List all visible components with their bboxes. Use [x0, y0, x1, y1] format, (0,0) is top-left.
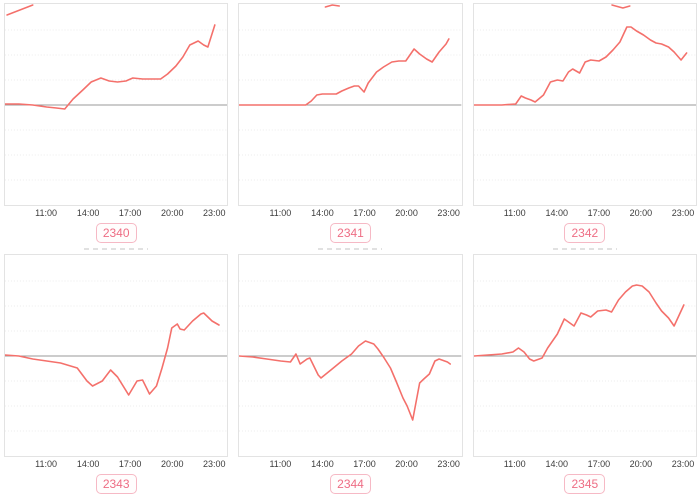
x-axis-tick-label: 14:00 — [311, 459, 334, 469]
chart-cell: 11:00 14:00 17:00 20:00 23:00 2343 — [4, 246, 229, 496]
line-chart — [239, 4, 462, 181]
x-axis-tick-label: 17:00 — [353, 208, 376, 218]
x-axis: 11:00 14:00 17:00 20:00 23:00 — [4, 457, 228, 471]
x-axis-tick-label: 20:00 — [395, 459, 418, 469]
x-axis-tick-label: 17:00 — [587, 208, 611, 218]
x-axis: 11:00 14:00 17:00 20:00 23:00 — [473, 206, 697, 220]
clipped-title-remnant — [4, 248, 228, 254]
x-axis-tick-label: 20:00 — [160, 459, 184, 469]
chart-cell: 11:00 14:00 17:00 20:00 23:00 2341 — [238, 3, 463, 246]
clipped-line-remnant — [324, 4, 341, 8]
chart-panel — [4, 254, 229, 457]
series-line — [473, 26, 688, 106]
clipped-title-remnant — [473, 248, 697, 254]
badge-row: 2342 — [473, 220, 697, 246]
x-axis: 11:00 14:00 17:00 20:00 23:00 — [4, 206, 228, 220]
x-axis-tick-label: 14:00 — [76, 208, 100, 218]
chart-panel — [238, 254, 463, 457]
clipped-title-dashes — [318, 248, 383, 250]
x-axis-tick-label: 20:00 — [395, 208, 418, 218]
clipped-title-dashes — [84, 248, 149, 250]
badge-row: 2340 — [4, 220, 228, 246]
line-chart — [5, 280, 228, 432]
chart-cell: 11:00 14:00 17:00 20:00 23:00 2340 — [4, 3, 229, 246]
chart-id-badge[interactable]: 2345 — [564, 474, 606, 495]
chart-id-badge[interactable]: 2344 — [330, 474, 371, 495]
chart-cell: 11:00 14:00 17:00 20:00 23:00 2345 — [472, 246, 697, 496]
x-axis-tick-label: 23:00 — [671, 208, 695, 218]
badge-row: 2344 — [238, 471, 462, 496]
chart-id-badge[interactable]: 2341 — [330, 223, 371, 244]
chart-grid-row-bottom: 11:00 14:00 17:00 20:00 23:00 2343 11:00 14:0… — [0, 246, 700, 496]
x-axis-tick-label: 14:00 — [545, 208, 569, 218]
x-axis-tick-label: 11:00 — [35, 459, 57, 469]
line-chart — [473, 4, 696, 181]
x-axis-tick-label: 11:00 — [35, 208, 57, 218]
x-axis-tick-label: 20:00 — [629, 459, 653, 469]
x-axis-tick-label: 23:00 — [437, 459, 460, 469]
x-axis-tick-label: 14:00 — [545, 459, 569, 469]
chart-cell: 11:00 14:00 17:00 20:00 23:00 2342 — [472, 3, 697, 246]
chart-panel — [4, 3, 229, 206]
series-line — [239, 38, 450, 106]
x-axis-tick-label: 17:00 — [118, 208, 142, 218]
clipped-line-remnant — [610, 4, 631, 9]
badge-row: 2345 — [473, 471, 697, 496]
x-axis-tick-label: 23:00 — [671, 459, 695, 469]
chart-panel — [238, 3, 463, 206]
x-axis: 11:00 14:00 17:00 20:00 23:00 — [473, 457, 697, 471]
series-line — [473, 284, 685, 362]
x-axis-tick-label: 23:00 — [203, 459, 226, 469]
clipped-title-remnant — [238, 248, 462, 254]
chart-id-badge[interactable]: 2343 — [95, 474, 137, 495]
x-axis-tick-label: 20:00 — [160, 208, 184, 218]
badge-row: 2343 — [4, 471, 228, 496]
clipped-title-dashes — [552, 248, 617, 250]
chart-panel — [472, 254, 697, 457]
chart-cell: 11:00 14:00 17:00 20:00 23:00 2344 — [238, 246, 463, 496]
series-line — [5, 24, 216, 110]
x-axis-tick-label: 14:00 — [311, 208, 334, 218]
x-axis: 11:00 14:00 17:00 20:00 23:00 — [238, 206, 462, 220]
x-axis-tick-label: 17:00 — [353, 459, 376, 469]
x-axis-tick-label: 11:00 — [503, 459, 526, 469]
x-axis: 11:00 14:00 17:00 20:00 23:00 — [238, 457, 462, 471]
badge-row: 2341 — [238, 220, 462, 246]
x-axis-tick-label: 17:00 — [587, 459, 611, 469]
x-axis-tick-label: 14:00 — [76, 459, 100, 469]
x-axis-tick-label: 23:00 — [203, 208, 226, 218]
clipped-line-remnant — [6, 4, 34, 16]
chart-panel — [472, 3, 697, 206]
chart-id-badge[interactable]: 2340 — [95, 223, 137, 244]
x-axis-tick-label: 11:00 — [269, 208, 292, 218]
line-chart — [5, 4, 228, 181]
x-axis-tick-label: 11:00 — [503, 208, 526, 218]
chart-id-badge[interactable]: 2342 — [564, 223, 606, 244]
series-line — [239, 340, 452, 421]
x-axis-tick-label: 11:00 — [269, 459, 292, 469]
x-axis-tick-label: 20:00 — [629, 208, 653, 218]
line-chart — [473, 280, 696, 432]
series-line — [5, 312, 220, 396]
line-chart — [239, 280, 462, 432]
x-axis-tick-label: 23:00 — [437, 208, 460, 218]
chart-grid-row-top: 11:00 14:00 17:00 20:00 23:00 2340 11:00 14:0… — [0, 3, 700, 246]
x-axis-tick-label: 17:00 — [118, 459, 142, 469]
